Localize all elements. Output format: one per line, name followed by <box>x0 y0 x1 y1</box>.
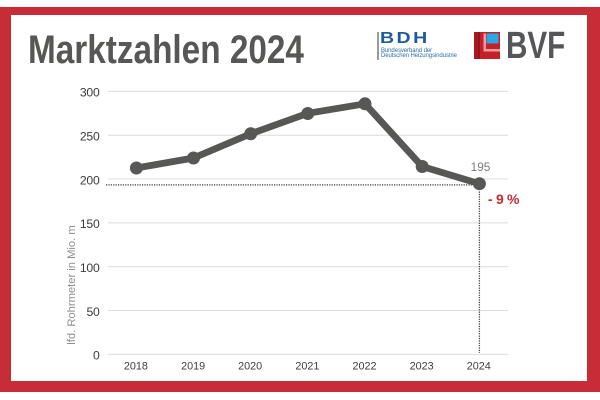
svg-text:2023: 2023 <box>410 360 434 372</box>
svg-text:50: 50 <box>86 305 100 319</box>
svg-text:2021: 2021 <box>295 360 319 372</box>
svg-text:195: 195 <box>471 160 491 174</box>
svg-text:2024: 2024 <box>467 360 491 372</box>
svg-text:0: 0 <box>93 349 100 363</box>
svg-text:100: 100 <box>80 261 100 275</box>
svg-text:2018: 2018 <box>124 360 148 372</box>
svg-text:200: 200 <box>80 173 100 187</box>
svg-text:lfd. Rohrmeter in Mio. m: lfd. Rohrmeter in Mio. m <box>66 225 78 344</box>
svg-text:- 9 %: - 9 % <box>488 191 520 207</box>
svg-text:250: 250 <box>80 130 100 144</box>
svg-text:2019: 2019 <box>181 360 205 372</box>
svg-text:150: 150 <box>80 217 100 231</box>
svg-text:2020: 2020 <box>238 360 262 372</box>
svg-text:2022: 2022 <box>352 360 376 372</box>
svg-text:300: 300 <box>80 86 100 100</box>
